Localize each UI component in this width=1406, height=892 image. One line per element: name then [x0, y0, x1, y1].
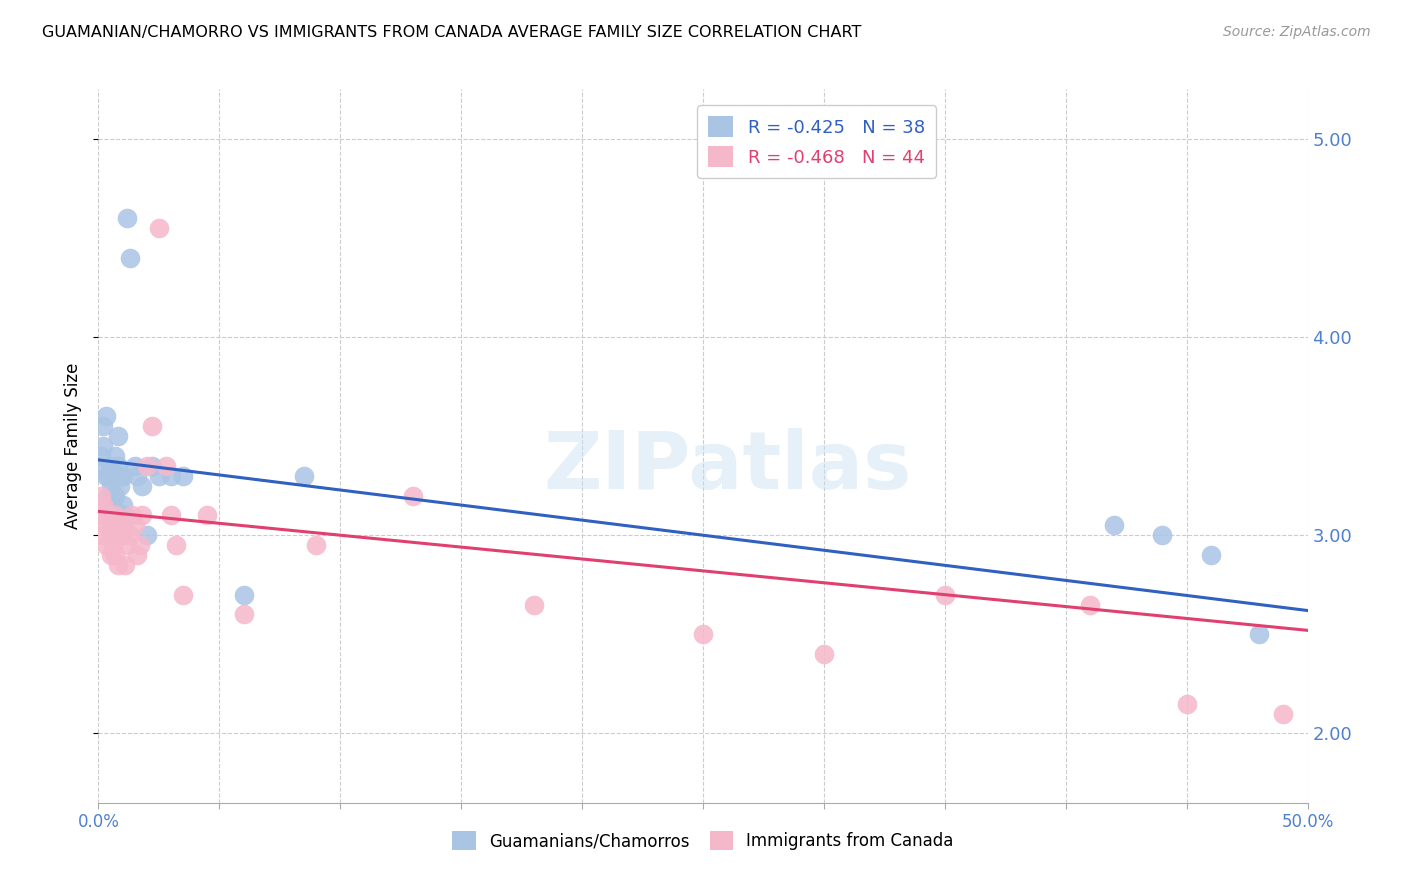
Point [127, 548, 149, 562]
Point [160, 508, 183, 523]
Point [1102, 518, 1125, 533]
Y-axis label: Average Family Size: Average Family Size [65, 363, 83, 529]
Point [118, 251, 141, 265]
Point [402, 489, 425, 503]
Point [90, 458, 112, 473]
Point [124, 518, 146, 533]
Point [111, 528, 134, 542]
Point [97, 468, 120, 483]
Point [104, 449, 127, 463]
Legend: Guamanians/Chamorros, Immigrants from Canada: Guamanians/Chamorros, Immigrants from Ca… [444, 822, 962, 859]
Point [111, 468, 134, 483]
Point [91, 439, 114, 453]
Point [100, 478, 122, 492]
Point [128, 538, 150, 552]
Point [1249, 627, 1271, 641]
Point [97, 508, 120, 523]
Point [1152, 528, 1174, 542]
Point [108, 518, 131, 533]
Point [97, 489, 120, 503]
Point [160, 468, 183, 483]
Point [141, 419, 163, 434]
Point [135, 458, 157, 473]
Point [148, 221, 170, 235]
Point [107, 458, 129, 473]
Text: GUAMANIAN/CHAMORRO VS IMMIGRANTS FROM CANADA AVERAGE FAMILY SIZE CORRELATION CHA: GUAMANIAN/CHAMORRO VS IMMIGRANTS FROM CA… [42, 25, 862, 40]
Point [131, 508, 153, 523]
Point [94, 468, 117, 483]
Point [107, 558, 129, 572]
Point [135, 528, 157, 542]
Point [104, 508, 127, 523]
Point [165, 538, 187, 552]
Point [91, 528, 114, 542]
Point [101, 499, 124, 513]
Point [108, 478, 131, 492]
Point [94, 409, 117, 424]
Point [195, 508, 218, 523]
Point [90, 508, 112, 523]
Point [94, 538, 117, 552]
Point [232, 607, 254, 622]
Point [1078, 598, 1101, 612]
Point [111, 499, 134, 513]
Point [101, 468, 124, 483]
Point [104, 548, 127, 562]
Point [107, 528, 129, 542]
Point [91, 499, 114, 513]
Text: ZIPatlas: ZIPatlas [543, 428, 911, 507]
Point [90, 489, 112, 503]
Point [101, 518, 124, 533]
Point [117, 538, 139, 552]
Point [692, 627, 714, 641]
Point [111, 518, 134, 533]
Point [523, 598, 546, 612]
Point [94, 518, 117, 533]
Point [172, 588, 194, 602]
Point [117, 211, 139, 225]
Point [100, 528, 122, 542]
Point [91, 419, 114, 434]
Point [104, 489, 127, 503]
Point [232, 588, 254, 602]
Point [155, 458, 177, 473]
Point [1272, 706, 1295, 721]
Point [101, 538, 124, 552]
Point [292, 468, 315, 483]
Point [107, 429, 129, 443]
Point [813, 647, 835, 661]
Point [121, 508, 143, 523]
Point [118, 528, 141, 542]
Point [141, 458, 163, 473]
Text: Source: ZipAtlas.com: Source: ZipAtlas.com [1223, 25, 1371, 39]
Point [124, 458, 146, 473]
Point [172, 468, 194, 483]
Point [1199, 548, 1222, 562]
Point [100, 458, 122, 473]
Point [305, 538, 328, 552]
Point [148, 468, 170, 483]
Point [100, 468, 122, 483]
Point [127, 468, 149, 483]
Point [1175, 697, 1198, 711]
Point [108, 468, 131, 483]
Point [114, 508, 136, 523]
Point [90, 449, 112, 463]
Point [934, 588, 956, 602]
Point [114, 558, 136, 572]
Point [131, 478, 153, 492]
Point [100, 548, 122, 562]
